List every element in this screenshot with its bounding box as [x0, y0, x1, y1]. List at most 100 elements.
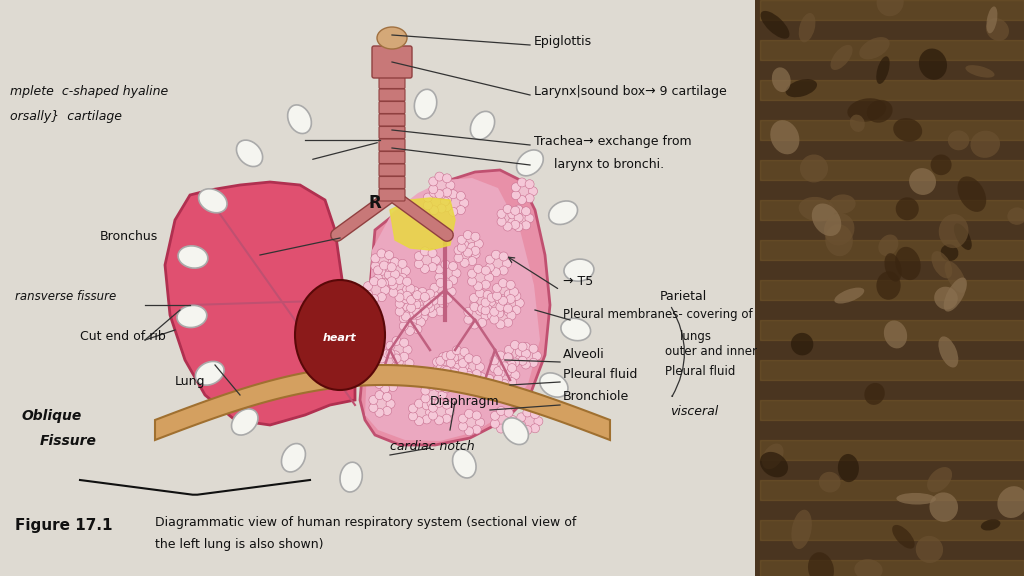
Circle shape: [523, 408, 531, 417]
Circle shape: [383, 407, 391, 415]
Ellipse shape: [761, 11, 790, 39]
Circle shape: [463, 248, 472, 257]
Circle shape: [450, 382, 459, 391]
Text: Larynx|sound box→ 9 cartilage: Larynx|sound box→ 9 cartilage: [534, 85, 727, 98]
Circle shape: [452, 374, 460, 383]
Circle shape: [377, 279, 386, 287]
Circle shape: [442, 188, 452, 197]
Ellipse shape: [850, 115, 865, 132]
FancyBboxPatch shape: [379, 77, 406, 89]
Circle shape: [506, 281, 515, 289]
Circle shape: [429, 185, 438, 194]
Circle shape: [369, 282, 384, 298]
Circle shape: [496, 351, 505, 360]
Circle shape: [435, 293, 444, 302]
Text: visceral: visceral: [670, 405, 718, 418]
Ellipse shape: [835, 287, 864, 304]
Circle shape: [428, 263, 437, 272]
Circle shape: [469, 294, 478, 302]
Circle shape: [460, 361, 469, 370]
Circle shape: [407, 295, 416, 305]
Circle shape: [375, 380, 384, 388]
Circle shape: [387, 277, 396, 286]
Circle shape: [421, 306, 429, 316]
Circle shape: [396, 362, 412, 378]
Circle shape: [423, 201, 432, 210]
Circle shape: [504, 353, 513, 362]
Circle shape: [464, 355, 472, 363]
Circle shape: [391, 370, 400, 378]
Circle shape: [459, 422, 468, 431]
Circle shape: [426, 289, 434, 298]
Ellipse shape: [415, 89, 437, 119]
Circle shape: [391, 351, 400, 360]
Circle shape: [493, 291, 502, 300]
Circle shape: [388, 369, 397, 377]
Ellipse shape: [885, 253, 902, 282]
Circle shape: [386, 399, 395, 408]
Circle shape: [469, 301, 478, 310]
FancyBboxPatch shape: [379, 127, 406, 138]
Circle shape: [389, 281, 398, 289]
Circle shape: [435, 272, 443, 282]
Circle shape: [495, 295, 504, 304]
Circle shape: [523, 426, 531, 434]
Circle shape: [406, 284, 415, 293]
Circle shape: [395, 300, 404, 308]
Circle shape: [498, 302, 507, 312]
Ellipse shape: [915, 536, 943, 563]
Circle shape: [437, 358, 454, 374]
Circle shape: [370, 277, 379, 286]
Circle shape: [401, 290, 417, 306]
Circle shape: [530, 424, 540, 433]
Circle shape: [489, 356, 499, 365]
Circle shape: [381, 286, 390, 294]
Circle shape: [436, 278, 445, 287]
Circle shape: [442, 351, 451, 361]
Circle shape: [474, 282, 482, 291]
Ellipse shape: [288, 105, 311, 134]
Circle shape: [521, 207, 530, 216]
Circle shape: [508, 415, 516, 425]
Circle shape: [452, 269, 461, 278]
Circle shape: [399, 314, 409, 323]
Circle shape: [404, 359, 414, 367]
Circle shape: [421, 386, 430, 395]
Circle shape: [402, 291, 412, 300]
Circle shape: [428, 309, 437, 317]
Circle shape: [413, 308, 422, 317]
Circle shape: [459, 366, 467, 376]
FancyBboxPatch shape: [379, 189, 406, 201]
Circle shape: [508, 378, 516, 386]
Circle shape: [375, 408, 384, 417]
Ellipse shape: [866, 100, 893, 123]
Circle shape: [395, 293, 404, 302]
Circle shape: [468, 269, 476, 278]
Circle shape: [384, 263, 393, 271]
Circle shape: [449, 207, 458, 216]
Circle shape: [521, 343, 530, 351]
Circle shape: [396, 290, 406, 298]
Circle shape: [489, 363, 499, 373]
Circle shape: [419, 298, 428, 308]
Circle shape: [432, 358, 441, 366]
Ellipse shape: [877, 271, 901, 300]
Circle shape: [472, 270, 488, 286]
Circle shape: [504, 408, 513, 417]
Circle shape: [371, 262, 380, 271]
Circle shape: [424, 300, 433, 308]
Circle shape: [481, 298, 490, 307]
Circle shape: [440, 357, 457, 373]
Text: Epiglottis: Epiglottis: [534, 35, 592, 48]
Circle shape: [496, 302, 505, 311]
Circle shape: [440, 365, 450, 374]
Circle shape: [520, 348, 536, 363]
Circle shape: [383, 392, 391, 401]
Circle shape: [471, 377, 480, 386]
Ellipse shape: [564, 259, 594, 281]
Circle shape: [390, 275, 399, 284]
Circle shape: [477, 390, 486, 399]
Circle shape: [395, 307, 404, 316]
Circle shape: [440, 197, 450, 206]
Ellipse shape: [231, 409, 258, 435]
